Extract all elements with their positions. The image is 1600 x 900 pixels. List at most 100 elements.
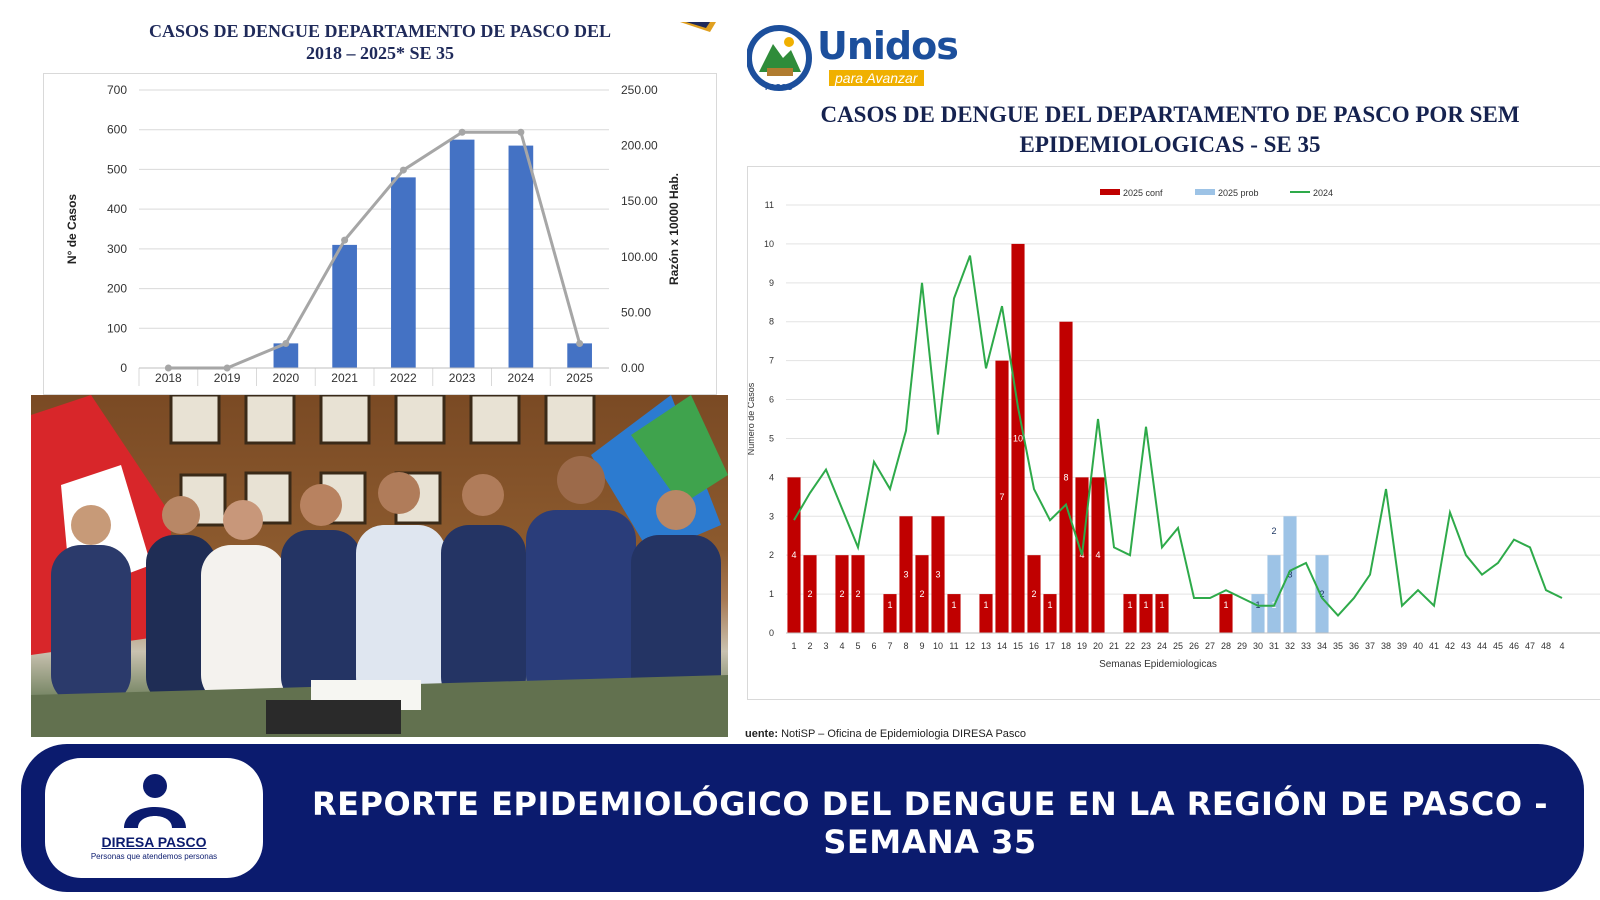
y-axis-label: N° de Casos [65,194,79,264]
x-tick-label: 20 [1093,641,1103,651]
bar-data-label: 2 [1031,589,1036,599]
x-tick-label: 15 [1013,641,1023,651]
bar-data-label: 2 [1271,526,1276,536]
diresa-people-icon [124,774,186,828]
x-tick-label: 31 [1269,641,1279,651]
x-tick-label: 24 [1157,641,1167,651]
x-tick-label: 38 [1381,641,1391,651]
x-tick-label: 37 [1365,641,1375,651]
x-tick-label: 39 [1397,641,1407,651]
y-tick-label: 9 [769,278,774,288]
x-tick-label: 32 [1285,641,1295,651]
y-tick-label: 8 [769,317,774,327]
svg-text:PASCO: PASCO [765,83,793,92]
banner-title: REPORTE EPIDEMIOLÓGICO DEL DENGUE EN LA … [290,785,1570,861]
rate-point [458,128,466,136]
conf-bar [851,555,865,633]
bar-data-label: 3 [935,570,940,580]
bar-data-label: 1 [951,600,956,610]
x-tick-label: 13 [981,641,991,651]
rate-point [576,340,584,348]
y-tick-label: 4 [769,472,774,482]
bar-data-label: 1 [1143,600,1148,610]
x-tick-label: 44 [1477,641,1487,651]
x-tick-label: 2 [807,641,812,651]
x-tick-label: 7 [887,641,892,651]
team-photo-illustration [31,395,728,737]
conf-bar [931,516,945,633]
annual-cases-chart: 0 100 200 300 400 500 600 700 0.00 50.00 100.00 150… [43,73,717,395]
y-axis-label: Numero de Casos [748,382,756,455]
bar-data-label: 1 [1127,600,1132,610]
rate-line [168,130,582,370]
conf-bar [1043,594,1057,633]
left-chart-title: CASOS DE DENGUE DEPARTAMENTO DE PASCO DE… [40,20,720,64]
bar [391,177,416,368]
rate-point [399,166,407,174]
y-tick-label: 1 [769,589,774,599]
x-tick-label: 25 [1173,641,1183,651]
conf-bar [1219,594,1233,633]
x-tick-label: 4 [839,641,844,651]
y2-tick-label: 250.00 [621,83,658,97]
x-tick-label: 36 [1349,641,1359,651]
bar-data-label: 4 [1095,550,1100,560]
bar [449,139,475,368]
bar-data-label: 3 [903,570,908,580]
bar-data-label: 2 [855,589,860,599]
x-tick-label: 4 [1559,641,1564,651]
bar-data-label: 8 [1063,472,1068,482]
x-tick-label: 2023 [449,371,476,385]
bar-data-label: 4 [791,550,796,560]
bar-data-label: 1 [1159,600,1164,610]
legend-swatch [1195,189,1215,195]
x-tick-label: 22 [1125,641,1135,651]
x-tick-label: 3 [823,641,828,651]
left-chart-title-line2: 2018 – 2025* SE 35 [305,43,455,63]
conf-bar [1059,321,1073,633]
x-tick-label: 2022 [390,371,417,385]
bar [332,244,357,368]
x-tick-label: 1 [791,641,796,651]
y-tick-label: 0 [769,628,774,638]
bar-data-label: 1 [887,600,892,610]
x-tick-label: 8 [903,641,908,651]
left-chart-title-line1: CASOS DE DENGUE DEPARTAMENTO DE PASCO DE… [148,21,612,41]
conf-bar [995,360,1009,633]
bar-data-label: 1 [1047,600,1052,610]
x-tick-label: 46 [1509,641,1519,651]
rate-point [223,364,231,372]
x-tick-label: 2021 [331,371,358,385]
prob-bar [1315,555,1329,633]
rate-point [517,128,525,136]
y-tick-label: 7 [769,356,774,366]
team-photo [31,395,728,737]
conf-bar [1027,555,1041,633]
x-tick-label: 11 [949,641,958,651]
x-tick-label: 41 [1429,641,1439,651]
y-tick-label: 500 [107,162,127,176]
x-tick-label: 42 [1445,641,1455,651]
x-tick-label: 2024 [508,371,535,385]
bar-data-label: 1 [983,600,988,610]
banner-title-line1: REPORTE EPIDEMIOLÓGICO DEL DENGUE EN LA … [311,785,1548,823]
weekly-cases-chart: 0 1 2 3 4 5 6 7 8 9 10 11 1 2 3 4 5 6 7 8 9 10 11 12 13 14 15 16 17 1… [746,166,1600,700]
bar-data-label: 2 [839,589,844,599]
prob-bar [1283,516,1297,633]
x-tick-label: 14 [997,641,1007,651]
legend-label: 2024 [1313,188,1333,198]
x-tick-label: 9 [919,641,924,651]
x-tick-label: 45 [1493,641,1503,651]
y-tick-label: 11 [765,200,774,210]
annual-cases-chart-svg: 0 100 200 300 400 500 600 700 0.00 50.00 100.00 150… [65,83,681,386]
conf-bar [1011,243,1025,633]
x-tick-label: 26 [1189,641,1199,651]
source-note: uente: NotiSP – Oficina de Epidemiologia… [745,728,1026,740]
diresa-logo-tagline: Personas que atendemos personas [90,852,218,861]
source-text: NotiSP – Oficina de Epidemiologia DIRESA… [781,728,1027,740]
y-tick-label: 6 [769,395,774,405]
bar-data-label: 2 [807,589,812,599]
y2-tick-label: 150.00 [621,194,658,208]
conf-bar [803,555,817,633]
